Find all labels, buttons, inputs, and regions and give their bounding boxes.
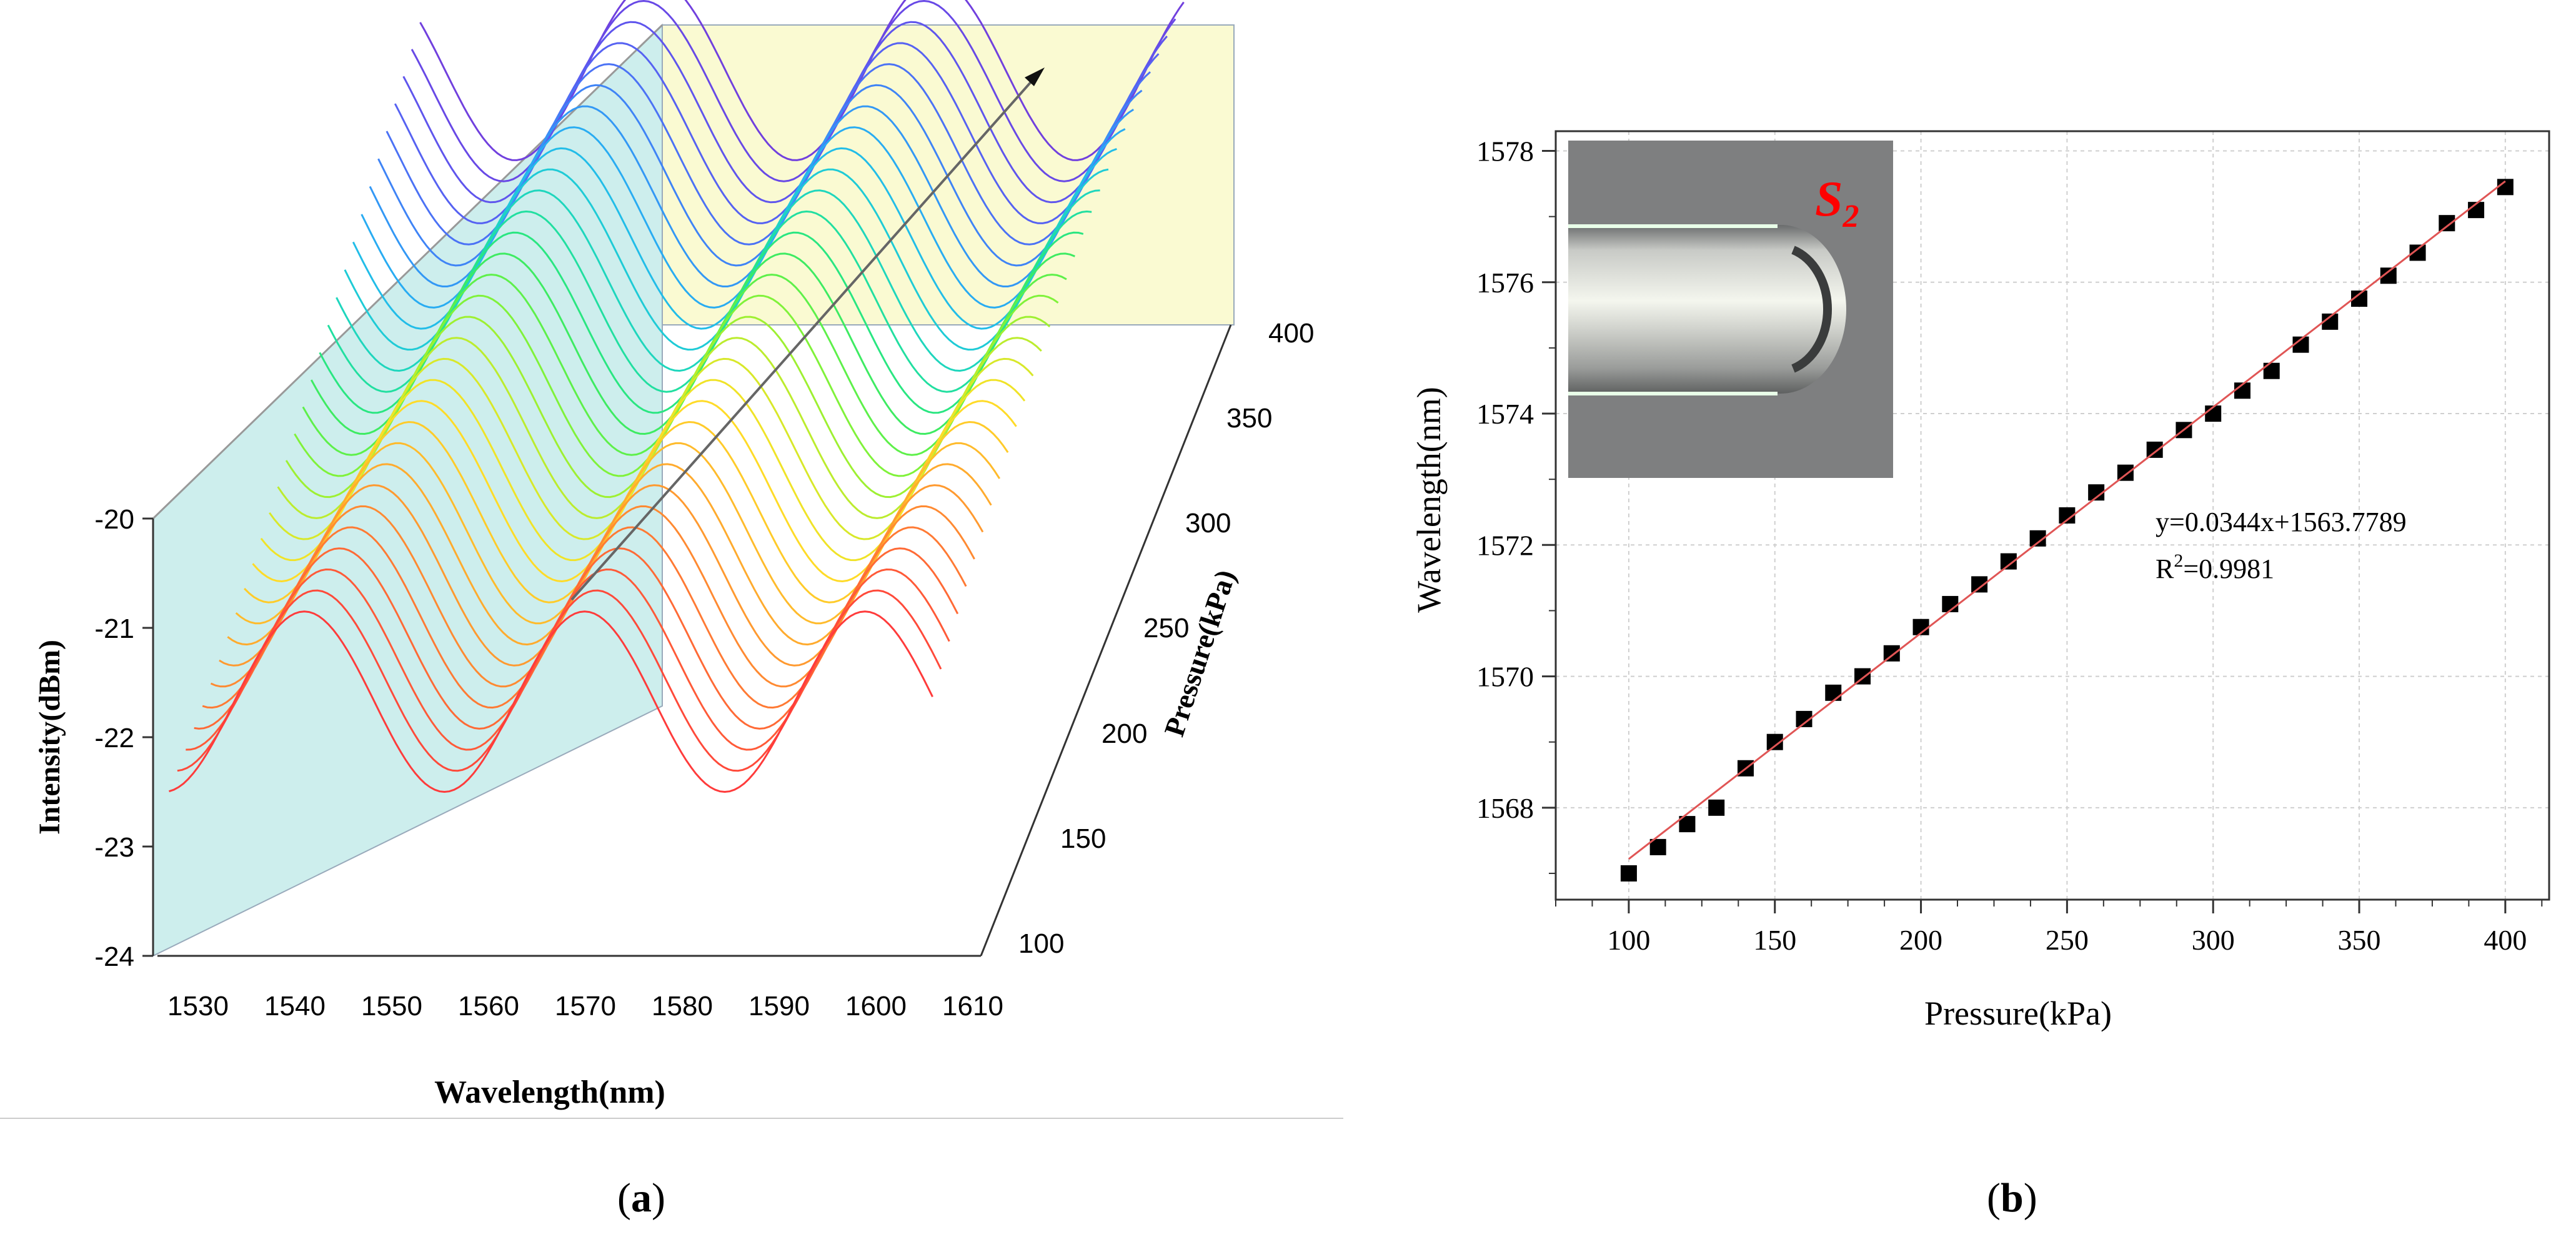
fit-line [1628,180,2506,860]
x-tick-label: 1560 [458,991,519,1021]
fit-r2-value: =0.9981 [2183,554,2274,584]
inset-label-subscript: 2 [1842,199,1859,234]
x-tick-label: 1550 [361,991,422,1021]
axis-ticks: 100 150 200 250 300 350 400 1568 1570 1572 1574 157… [1476,136,2543,956]
y-tick-label: -21 [94,614,134,644]
x-tick-label: 1530 [167,991,229,1021]
y-axis-label: Intensity(dBm) [33,640,66,835]
x-tick-label: 300 [2192,924,2235,956]
fit-r2-sup: 2 [2174,550,2183,571]
y-tick-label: -22 [94,723,134,753]
spectrum-curve-100kPa [169,610,933,793]
fit-r2: R2=0.9981 [2156,550,2274,584]
data-point [1825,684,1842,701]
data-point [2146,441,2163,458]
z-tick-label: 200 [1102,718,1147,749]
y-tick-label: -20 [94,504,134,535]
inset-label-main: S [1815,172,1843,227]
z-axis-line [980,324,1232,956]
panel-b-letter: b [2000,1175,2024,1221]
inset-label: S2 [1815,172,1859,234]
x-tick-label: 1590 [748,991,810,1021]
z-tick-label: 350 [1226,403,1272,434]
x-tick-label: 250 [2046,924,2089,956]
panel-a-letter: a [630,1175,652,1221]
data-point [1708,799,1725,816]
z-ticks: 100 150 200 250 300 350 400 [1018,318,1314,959]
y-tick-label: 1574 [1476,398,1534,430]
y-axis-label: Wavelength(nm) [1410,387,1448,613]
fit-r2-label: R [2156,554,2174,584]
x-axis-label: Wavelength(nm) [434,1075,665,1110]
plot-frame [1554,130,2550,901]
x-tick-label: 100 [1607,924,1650,956]
z-axis-label: Pressure(kPa) [1158,566,1241,740]
shift-arrowhead [1025,67,1045,86]
x-tick-label: 1570 [555,991,616,1021]
panel-a-waterfall-chart: -20 -21 -22 -23 -24 Intensity(dBm) 1530 … [0,0,1343,1119]
z-tick-label: 300 [1185,508,1231,539]
y-tick-label: -24 [94,941,134,972]
z-tick-label: 250 [1143,613,1189,643]
z-tick-label: 400 [1268,318,1314,349]
y-tick-label: 1576 [1476,267,1534,299]
x-tick-label: 200 [1899,924,1942,956]
x-tick-label: 1610 [942,991,1003,1021]
spectrum-curve-140kPa [202,526,967,709]
data-point [1620,865,1637,882]
y-tick-label: 1570 [1476,661,1534,693]
x-tick-label: 1540 [264,991,326,1021]
y-ticks: -20 -21 -22 -23 -24 [94,504,153,972]
y-tick-label: 1572 [1476,529,1534,561]
panel-a-caption: (a) [617,1175,665,1221]
x-tick-label: 1600 [845,991,907,1021]
fit-equation: y=0.0344x+1563.7789 [2156,507,2407,537]
x-tick-label: 1580 [652,991,713,1021]
spectrum-curves [169,0,1185,793]
panel-b-caption: (b) [1987,1175,2037,1221]
x-tick-label: 400 [2484,924,2527,956]
x-ticks: 1530 1540 1550 1560 1570 1580 1590 1600 … [167,991,1003,1021]
fiber-inset-image [1568,141,1893,478]
y-tick-label: 1568 [1476,792,1534,824]
y-tick-label: 1578 [1476,136,1534,167]
x-tick-label: 350 [2338,924,2381,956]
panel-b-scatter-chart: 100 150 200 250 300 350 400 1568 1570 1572 1574 157… [1410,130,2550,1032]
z-tick-label: 100 [1018,928,1064,959]
side-wall [152,23,663,957]
x-axis-label: Pressure(kPa) [1924,995,2112,1032]
z-tick-label: 150 [1060,823,1106,854]
shift-arrow [570,74,1038,601]
x-tick-label: 150 [1753,924,1796,956]
y-tick-label: -23 [94,832,134,863]
